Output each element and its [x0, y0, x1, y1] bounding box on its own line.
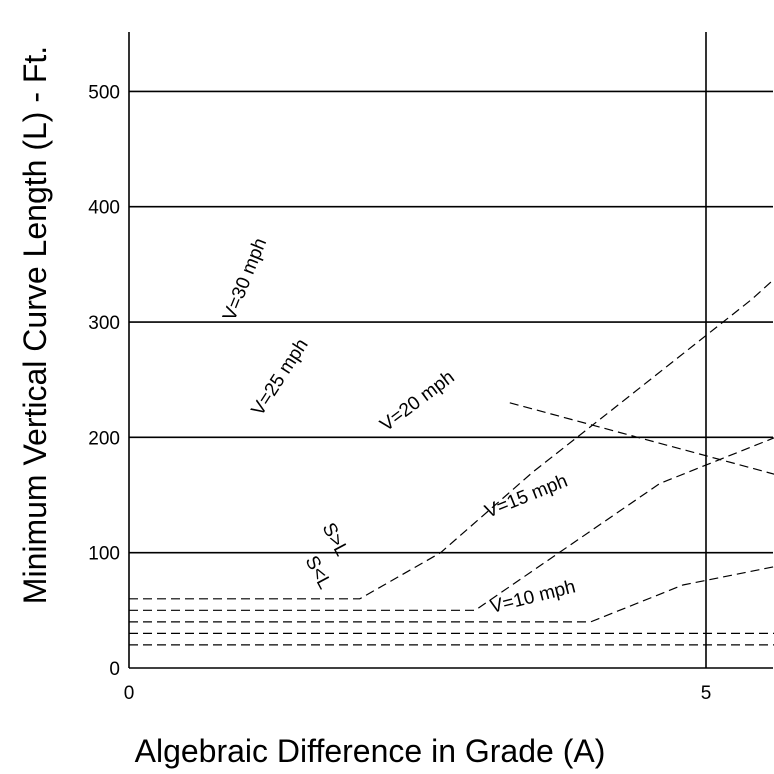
label-s-greater-l: S>L [318, 519, 353, 559]
curves [129, 278, 774, 646]
y-tick-label: 0 [109, 659, 120, 680]
x-tick-label: 5 [701, 683, 712, 704]
y-tick-label: 200 [88, 428, 120, 449]
series-line-4 [129, 278, 774, 600]
label-v20: V=20 mph [376, 367, 458, 436]
y-tick-label: 500 [88, 82, 120, 103]
y-axis-title: Minimum Vertical Curve Length (L) - Ft. [17, 46, 53, 604]
label-s-less-l: S<L [301, 552, 336, 592]
grid [128, 32, 773, 669]
series-line-5 [509, 402, 774, 475]
series-line-3 [129, 437, 774, 611]
y-tick-label: 300 [88, 313, 120, 334]
y-tick-label: 100 [88, 544, 120, 565]
y-tick-label: 400 [88, 198, 120, 219]
x-tick-label: 0 [124, 683, 135, 704]
label-v25: V=25 mph [248, 335, 313, 420]
label-v30: V=30 mph [219, 235, 271, 324]
label-v10: V=10 mph [488, 576, 578, 617]
series-line-0 [129, 644, 774, 646]
series-line-1 [129, 632, 774, 635]
x-axis-title: Algebraic Difference in Grade (A) [135, 733, 606, 769]
tick-labels: 05101520250100200300400500 [88, 82, 712, 704]
